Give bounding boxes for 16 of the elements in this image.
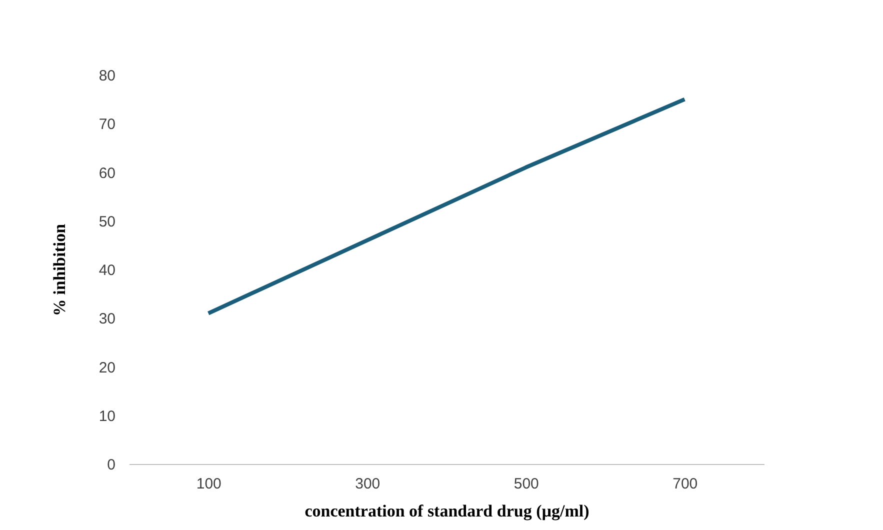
x-tick-label: 300 [355, 476, 380, 492]
x-axis-title: concentration of standard drug (µg/ml) [304, 502, 590, 520]
line-series [206, 97, 687, 316]
y-tick-label: 60 [98, 164, 116, 182]
x-tick-label: 500 [514, 476, 539, 492]
y-tick-label: 40 [98, 262, 116, 279]
y-tick-label: 30 [98, 310, 116, 328]
y-tick-label: 80 [98, 68, 116, 84]
y-tick-label: 0 [107, 456, 116, 474]
y-tick-label: 70 [98, 116, 116, 134]
y-axis-title: % inhibition [50, 223, 69, 316]
x-tick-label: 700 [672, 476, 698, 492]
y-tick-label: 10 [98, 408, 116, 425]
y-tick-label: 50 [98, 213, 116, 230]
y-tick-label: 20 [98, 359, 116, 376]
x-tick-label: 100 [196, 476, 222, 492]
